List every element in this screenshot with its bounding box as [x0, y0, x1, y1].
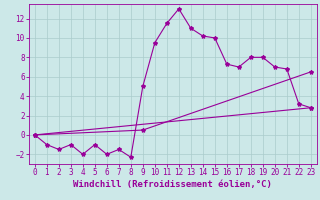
X-axis label: Windchill (Refroidissement éolien,°C): Windchill (Refroidissement éolien,°C) [73, 180, 272, 189]
